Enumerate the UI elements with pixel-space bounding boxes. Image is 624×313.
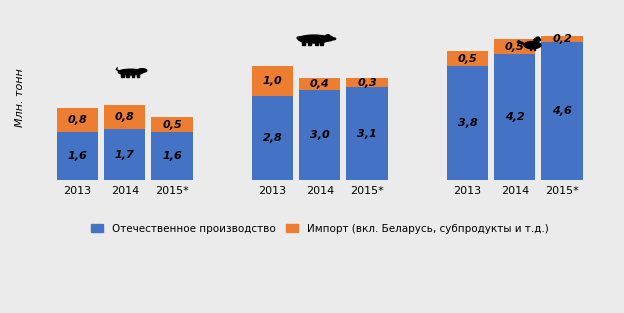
Ellipse shape [119, 69, 143, 75]
Text: 1,0: 1,0 [263, 76, 283, 86]
Bar [104, 105, 145, 129]
Legend: Отечественное производство, Импорт (вкл. Беларусь, субпродукты и т.д.): Отечественное производство, Импорт (вкл.… [87, 220, 553, 238]
Bar [132, 74, 134, 77]
Bar [104, 129, 145, 180]
Text: 0,3: 0,3 [357, 78, 377, 88]
Bar [127, 74, 129, 77]
Bar [299, 90, 341, 180]
Bar [121, 74, 124, 77]
Text: 0,5: 0,5 [457, 54, 477, 64]
Text: 4,6: 4,6 [552, 106, 572, 116]
Bar [57, 132, 98, 180]
Text: 2,8: 2,8 [263, 133, 283, 143]
Text: 0,2: 0,2 [552, 34, 572, 44]
Text: 3,0: 3,0 [310, 130, 329, 140]
Bar [57, 108, 98, 132]
Text: 0,5: 0,5 [505, 42, 525, 52]
Bar [542, 36, 583, 42]
Ellipse shape [298, 35, 329, 43]
Bar [299, 78, 341, 90]
Bar [494, 39, 535, 54]
Text: 1,6: 1,6 [162, 151, 182, 161]
Ellipse shape [537, 37, 539, 38]
Bar [447, 66, 488, 180]
Text: 3,8: 3,8 [457, 118, 477, 128]
Bar [542, 42, 583, 180]
Bar [252, 66, 293, 96]
Bar [302, 42, 305, 45]
Bar [314, 42, 318, 45]
Bar [320, 42, 323, 45]
Text: 0,5: 0,5 [162, 120, 182, 130]
Bar [152, 117, 193, 132]
Text: 0,4: 0,4 [310, 79, 329, 89]
Ellipse shape [534, 38, 540, 41]
Text: 4,2: 4,2 [505, 112, 525, 122]
Bar [346, 87, 388, 180]
Bar [137, 74, 139, 77]
Text: 0,8: 0,8 [67, 115, 87, 125]
Text: 0,8: 0,8 [115, 112, 135, 122]
Bar [152, 132, 193, 180]
Bar [534, 47, 535, 50]
Ellipse shape [322, 36, 333, 41]
Ellipse shape [331, 38, 336, 40]
Ellipse shape [524, 41, 541, 49]
Bar [530, 47, 532, 50]
Text: 1,6: 1,6 [67, 151, 87, 161]
Bar [252, 96, 293, 180]
Text: 3,1: 3,1 [357, 129, 377, 139]
Bar [346, 78, 388, 87]
Ellipse shape [326, 35, 330, 37]
Y-axis label: Млн. тонн: Млн. тонн [15, 68, 25, 127]
Text: 1,7: 1,7 [115, 150, 135, 160]
Bar [494, 54, 535, 180]
Bar [447, 51, 488, 66]
Bar [308, 42, 311, 45]
Ellipse shape [137, 69, 147, 72]
